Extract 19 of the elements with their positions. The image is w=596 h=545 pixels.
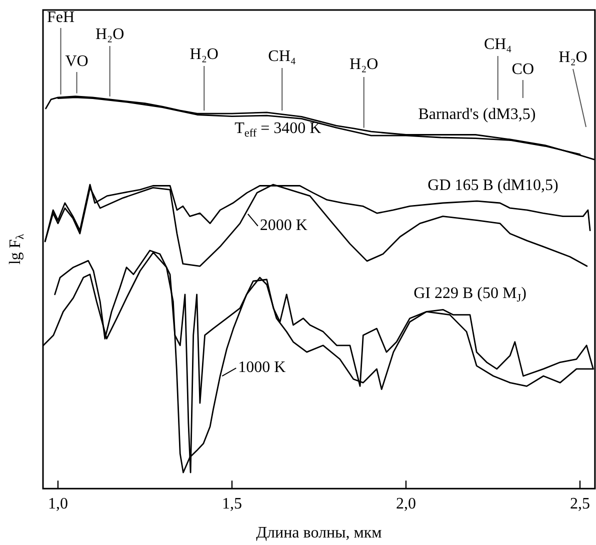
x-tick-label: 2,0 <box>396 495 416 512</box>
annotation: 2000 K <box>260 217 308 234</box>
annotation: FeH <box>46 9 75 26</box>
annotation: H₂O <box>350 56 378 74</box>
x-tick-label: 2,5 <box>570 495 590 512</box>
x-tick-label: 1,0 <box>48 495 68 512</box>
series-label: Barnard's (dM3,5) <box>418 106 536 123</box>
annotation: 1000 K <box>238 359 286 376</box>
x-axis-title: Длина волны, мкм <box>256 524 382 542</box>
text: H₂O <box>558 49 588 66</box>
annotation: VO <box>65 53 88 70</box>
series-label: GD 165 B (dM10,5) <box>428 176 558 194</box>
annotation: CH₄ <box>268 48 296 66</box>
text: CH₄ <box>484 36 512 54</box>
text: CO <box>512 61 534 78</box>
annotation: H₂O <box>190 46 218 64</box>
annotation: H₂O <box>95 26 124 44</box>
x-tick-label: 1,5 <box>222 495 242 512</box>
y-axis-title: lg Fλ <box>7 233 27 265</box>
